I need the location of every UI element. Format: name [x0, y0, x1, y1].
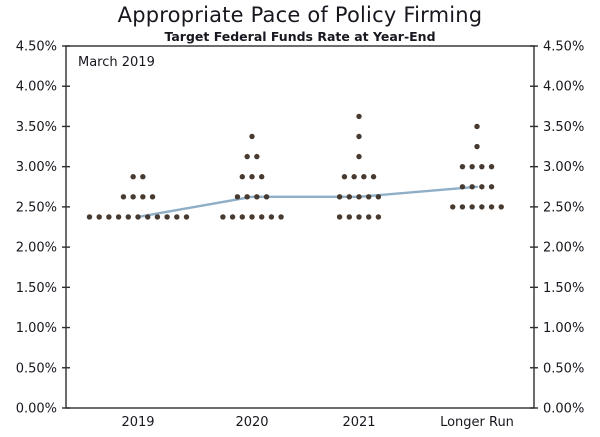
projection-dot: [346, 214, 352, 220]
projection-dot: [239, 214, 245, 220]
projection-dot: [86, 214, 93, 220]
y-tick-label-left: 0.00%: [16, 402, 57, 417]
y-tick-label-right: 1.00%: [543, 321, 584, 336]
projection-dot: [469, 184, 475, 190]
projection-dot: [149, 194, 156, 200]
projection-dot: [234, 194, 241, 200]
projection-dot: [366, 214, 372, 220]
projection-dot: [130, 194, 136, 200]
y-tick-label-left: 4.00%: [16, 80, 57, 95]
projection-dot: [474, 123, 480, 130]
y-tick-label-right: 3.50%: [543, 120, 584, 135]
projection-dot: [336, 194, 343, 200]
projection-dot: [239, 174, 245, 180]
projection-dot: [498, 204, 504, 210]
y-tick-label-left: 1.50%: [16, 281, 57, 296]
projection-dot: [346, 194, 352, 200]
y-tick-label-left: 2.00%: [16, 241, 57, 256]
y-tick-label-right: 0.50%: [543, 361, 584, 376]
projection-dot: [459, 163, 466, 170]
projection-dot: [469, 204, 475, 210]
projection-dot: [341, 174, 348, 180]
projection-dot: [164, 214, 170, 220]
projection-dot: [356, 214, 362, 220]
chart-title: Appropriate Pace of Policy Firming: [117, 3, 483, 27]
projection-dot: [459, 204, 466, 210]
projection-dot: [356, 153, 362, 160]
projection-dot: [450, 204, 456, 210]
projection-dot: [229, 214, 236, 220]
x-axis-label: Longer Run: [440, 415, 514, 430]
projection-dot: [254, 194, 260, 200]
projection-dot: [336, 214, 343, 220]
projection-dot: [220, 214, 226, 220]
projection-dot: [249, 214, 255, 220]
x-axis-label: 2021: [342, 415, 375, 430]
chart-subtitle: Target Federal Funds Rate at Year-End: [164, 29, 436, 44]
projection-dot: [130, 174, 136, 180]
y-tick-label-left: 3.00%: [16, 160, 57, 175]
projection-dot: [488, 184, 495, 190]
y-tick-label-right: 4.00%: [543, 80, 584, 95]
projection-dot: [125, 214, 131, 220]
y-tick-label-left: 1.00%: [16, 321, 57, 336]
projection-dot: [469, 163, 475, 170]
projection-dot: [375, 194, 382, 200]
median-line: [136, 185, 479, 219]
projection-dot: [351, 174, 357, 180]
y-tick-label-right: 2.00%: [543, 241, 584, 256]
projection-dot: [479, 163, 485, 170]
projection-dot: [154, 214, 161, 220]
projection-dot: [249, 133, 255, 140]
y-tick-label-left: 4.50%: [16, 40, 57, 55]
projection-dot: [479, 184, 485, 190]
projection-dot: [254, 153, 260, 160]
projection-dot: [183, 214, 190, 220]
projection-dot: [375, 214, 382, 220]
projection-dot: [259, 174, 265, 180]
projection-dot: [356, 133, 362, 140]
projection-dot: [140, 174, 146, 180]
y-tick-label-left: 2.50%: [16, 200, 57, 215]
y-tick-label-right: 2.50%: [543, 200, 584, 215]
projection-dot: [244, 153, 250, 160]
projection-dot: [244, 194, 250, 200]
y-tick-label-right: 1.50%: [543, 281, 584, 296]
projection-dot: [479, 204, 485, 210]
projection-dot: [268, 214, 275, 220]
projection-dot: [249, 174, 255, 180]
projection-dot: [488, 163, 495, 170]
projection-dot: [488, 204, 495, 210]
projection-dot: [120, 194, 127, 200]
projection-dot: [106, 214, 112, 220]
y-tick-label-left: 3.50%: [16, 120, 57, 135]
projection-dot: [370, 174, 377, 180]
projection-dot: [174, 214, 180, 220]
plot-frame: [65, 45, 535, 409]
projection-dot: [459, 184, 466, 190]
projection-dot: [356, 113, 362, 120]
y-tick-label-right: 4.50%: [543, 40, 584, 55]
y-tick-label-right: 3.00%: [543, 160, 584, 175]
projection-dot: [361, 174, 367, 180]
x-axis-label: 2019: [121, 415, 154, 430]
projection-dot: [474, 143, 480, 150]
projection-dot: [278, 214, 284, 220]
y-tick-label-left: 0.50%: [16, 361, 57, 376]
x-axis-label: 2020: [235, 415, 268, 430]
projection-dot: [263, 194, 270, 200]
projection-dot: [96, 214, 102, 220]
projection-dot: [115, 214, 122, 220]
projection-dot: [135, 214, 141, 220]
projection-dot: [140, 194, 146, 200]
y-tick-label-right: 0.00%: [543, 402, 584, 417]
projection-dot: [356, 194, 362, 200]
projection-dot: [366, 194, 372, 200]
projection-dot: [259, 214, 265, 220]
annotation-date: March 2019: [78, 55, 155, 70]
projection-dot: [145, 214, 151, 220]
